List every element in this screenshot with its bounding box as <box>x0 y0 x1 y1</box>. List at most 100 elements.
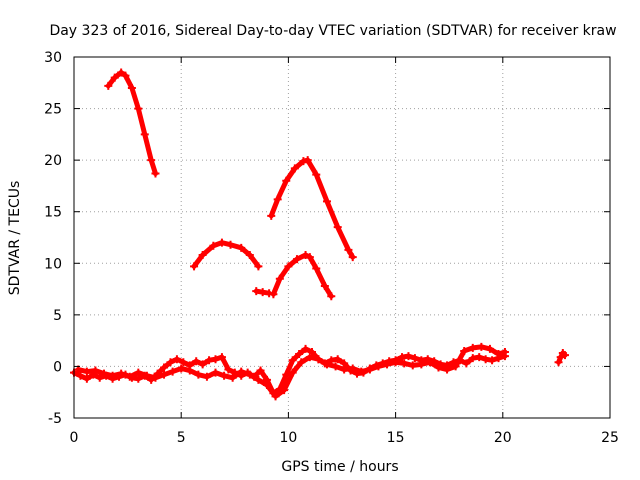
y-tick-label: 25 <box>44 102 62 118</box>
data-point <box>252 287 261 296</box>
x-tick-label: 0 <box>70 430 79 446</box>
data-point <box>147 156 156 165</box>
data-point <box>134 368 143 377</box>
data-point <box>460 346 469 355</box>
data-point <box>292 255 301 264</box>
data-point <box>322 360 331 369</box>
data-point <box>305 353 314 362</box>
data-point <box>254 262 263 271</box>
data-point <box>198 360 207 369</box>
x-axis-label: GPS time / hours <box>281 459 398 475</box>
data-point <box>451 362 460 371</box>
data-point <box>348 253 357 262</box>
data-point <box>177 364 186 373</box>
x-tick-label: 20 <box>494 430 512 446</box>
data-point <box>477 342 486 351</box>
y-tick-label: 20 <box>44 153 62 169</box>
data-point <box>391 358 400 367</box>
data-point <box>494 350 503 359</box>
y-axis-label: SDTVAR / TECUs <box>7 181 23 296</box>
series-arc-5 <box>270 252 334 299</box>
x-tick-label: 5 <box>177 430 186 446</box>
data-point <box>198 251 207 260</box>
data-point <box>410 354 419 363</box>
data-point <box>185 366 194 375</box>
data-point <box>100 369 109 378</box>
data-point <box>462 359 471 368</box>
data-point <box>127 83 136 92</box>
data-point <box>288 356 297 365</box>
data-point <box>485 344 494 353</box>
data-point <box>82 374 91 383</box>
data-point <box>404 352 413 361</box>
data-point <box>117 369 126 378</box>
data-point <box>202 372 211 381</box>
y-tick-label: 0 <box>53 359 62 375</box>
data-point <box>554 358 563 367</box>
plot-frame <box>73 56 611 419</box>
series-arc-4 <box>268 157 356 260</box>
data-point <box>269 290 278 299</box>
data-point <box>481 355 490 364</box>
data-point <box>312 264 321 273</box>
data-point <box>273 195 282 204</box>
data-point <box>228 373 237 382</box>
data-point <box>140 130 149 139</box>
data-point <box>110 73 119 82</box>
data-point <box>271 392 280 401</box>
data-point <box>172 355 181 364</box>
data-point <box>209 241 218 250</box>
data-point <box>295 350 304 359</box>
data-point <box>245 370 254 379</box>
data-point <box>333 223 342 232</box>
data-point <box>108 371 117 380</box>
data-point <box>125 372 134 381</box>
data-point <box>76 371 85 380</box>
data-point <box>258 288 267 297</box>
data-point <box>224 365 233 374</box>
data-point <box>357 367 366 376</box>
data-point <box>556 353 565 362</box>
y-tick-label: -5 <box>48 411 62 427</box>
data-point <box>417 360 426 369</box>
data-point <box>254 375 263 384</box>
data-point <box>245 251 254 260</box>
data-point <box>284 262 293 271</box>
data-point <box>282 176 291 185</box>
data-point <box>301 344 310 353</box>
x-tick-label: 10 <box>279 430 297 446</box>
data-point <box>398 353 407 362</box>
x-tick-label: 15 <box>387 430 405 446</box>
data-point <box>190 262 199 271</box>
axis-ticks: 0 5 10 15 20 25 -5 0 5 10 15 20 25 30 <box>44 50 619 446</box>
data-point <box>303 156 312 165</box>
data-point <box>220 371 229 380</box>
data-point <box>297 358 306 367</box>
data-point <box>288 368 297 377</box>
series-arc-2 <box>191 240 261 269</box>
data-point <box>560 351 569 360</box>
data-point <box>434 363 443 372</box>
data-point <box>305 253 314 262</box>
data-point <box>290 164 299 173</box>
chart-title: Day 323 of 2016, Sidereal Day-to-day VTE… <box>49 23 616 39</box>
data-point <box>179 358 188 367</box>
data-point <box>134 104 143 113</box>
data-point <box>280 386 289 395</box>
data-point <box>217 353 226 362</box>
data-point <box>383 360 392 369</box>
data-point <box>488 356 497 365</box>
data-point <box>365 365 374 374</box>
data-point <box>275 274 284 283</box>
data-point <box>500 347 509 356</box>
data-point <box>333 355 342 364</box>
y-tick-label: 15 <box>44 205 62 221</box>
data-point <box>211 355 220 364</box>
data-point <box>226 240 235 249</box>
data-point <box>160 370 169 379</box>
data-point <box>475 353 484 362</box>
data-point <box>307 347 316 356</box>
data-point <box>320 281 329 290</box>
data-point <box>348 364 357 373</box>
data-point <box>425 358 434 367</box>
